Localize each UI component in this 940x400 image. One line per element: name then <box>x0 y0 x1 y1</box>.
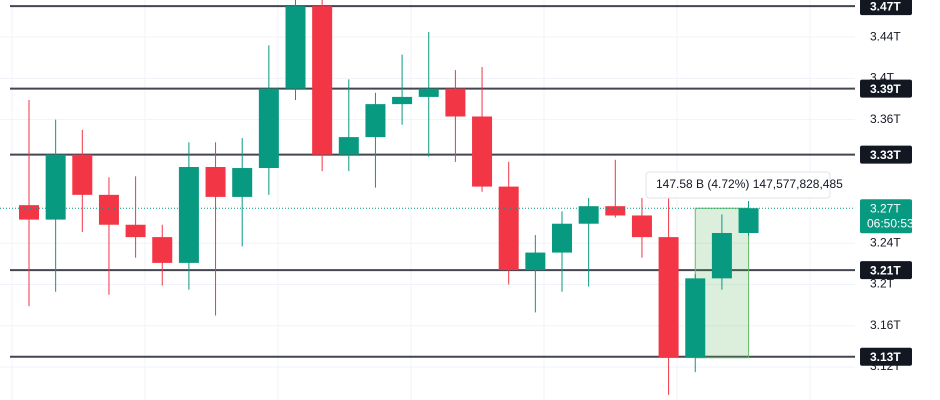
candle-body <box>498 186 519 271</box>
candle-body <box>285 6 306 89</box>
y-tick-label: 3.44T <box>870 29 901 43</box>
candle-body <box>658 237 679 358</box>
candle-body <box>232 168 253 197</box>
level-label: 3.47T <box>870 0 901 13</box>
candle-body <box>338 137 359 155</box>
level-label: 3.39T <box>870 82 901 96</box>
level-label: 3.13T <box>870 350 901 364</box>
countdown: 06:50:53 <box>867 216 914 230</box>
level-label-bg <box>860 0 912 16</box>
candle-body <box>392 96 413 105</box>
candle-body <box>125 224 146 238</box>
level-label-bg <box>860 261 912 280</box>
candle-body <box>445 88 466 117</box>
candle-body <box>472 116 493 187</box>
candle-body <box>578 206 599 224</box>
candle-body <box>178 167 199 263</box>
candle-body <box>19 205 39 220</box>
candle-body <box>312 6 333 155</box>
measure-tooltip: 147.58 B (4.72%) 147,577,828,485 <box>656 177 843 191</box>
y-tick-label: 3.24T <box>870 235 901 249</box>
level-label-bg <box>860 347 912 366</box>
candle-body <box>605 206 626 216</box>
candle-body <box>685 278 706 358</box>
level-label: 3.21T <box>870 263 901 277</box>
candle-body <box>525 252 546 271</box>
y-tick-label: 3.2T <box>870 277 895 291</box>
candle-body <box>552 223 572 253</box>
candle-body <box>45 154 66 220</box>
level-label-bg <box>860 145 912 164</box>
candle-body <box>365 104 386 138</box>
candle-body <box>98 194 119 225</box>
price-label: 3.27T <box>870 201 901 215</box>
price-label-bg <box>860 199 912 234</box>
candle-body <box>738 208 759 233</box>
level-label: 3.33T <box>870 148 901 162</box>
candle-body <box>258 88 279 169</box>
candle-body <box>418 88 439 97</box>
candle-body <box>72 154 93 195</box>
y-tick-label: 3.16T <box>870 318 901 332</box>
candle-body <box>711 232 732 279</box>
y-tick-label: 3.36T <box>870 112 901 126</box>
candle-body <box>631 215 652 238</box>
candle-body <box>152 237 173 263</box>
measure-tooltip-bg <box>645 171 831 199</box>
candle-body <box>205 167 226 197</box>
level-label-bg <box>860 79 912 98</box>
